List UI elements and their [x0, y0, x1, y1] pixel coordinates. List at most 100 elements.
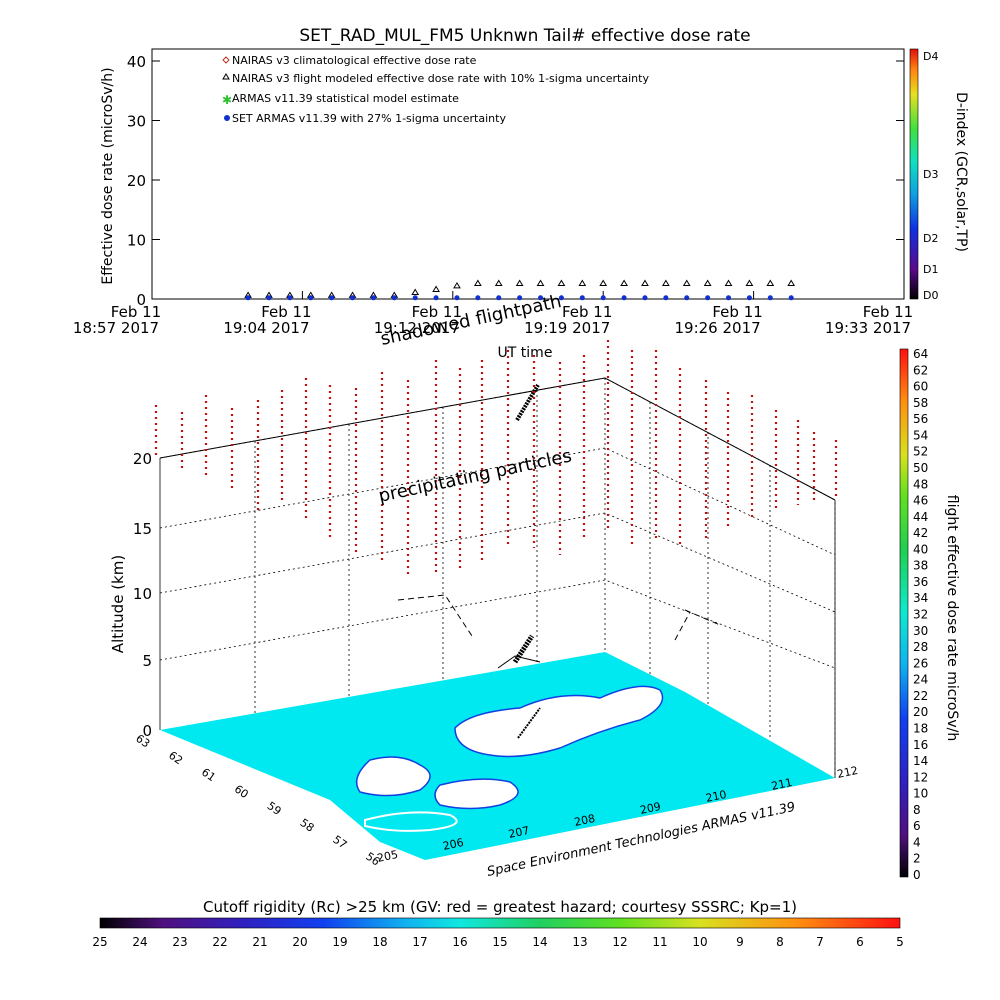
cutoff-rigidity-colorbar: Cutoff rigidity (Rc) >25 km (GV: red = g… [92, 898, 903, 949]
y-tick-label: 30 [127, 113, 146, 131]
y-tick-label: 40 [127, 53, 146, 71]
data-point-nairas-flight [536, 279, 545, 287]
dose-rate-label: 42 [913, 526, 928, 540]
flightpath-projection [397, 594, 473, 637]
dose-rate-label: 36 [913, 575, 928, 589]
longitude-tick-label: 205 [376, 848, 399, 865]
x-tick-label: 19:26 2017 [675, 319, 761, 337]
data-point-nairas-flight [745, 279, 754, 287]
d-index-label: D3 [923, 168, 938, 181]
d-index-labels: D0 D1 D2 D3 D4 [923, 50, 938, 302]
legend-label: ARMAS v11.39 statistical model estimate [232, 92, 459, 105]
ground-flight-track [517, 707, 541, 739]
cutoff-rigidity-label: 18 [372, 935, 387, 949]
y-tick-label: 10 [127, 232, 146, 250]
cutoff-rigidity-label: 8 [776, 935, 784, 949]
legend-entry-armas-statistical: ✱ ARMAS v11.39 statistical model estimat… [222, 92, 459, 107]
data-point-set-armas [517, 295, 523, 301]
dose-rate-label: 28 [913, 640, 928, 654]
x-tick-label: Feb 11 [712, 303, 762, 321]
cutoff-rigidity-label: 19 [332, 935, 347, 949]
cutoff-rigidity-label: 12 [612, 935, 627, 949]
data-point-nairas-flight [661, 279, 670, 287]
flightpath-projection [674, 609, 721, 641]
data-point-nairas-flight [766, 279, 775, 287]
dose-rate-labels: 0246810121416182022242628303234363840424… [913, 347, 928, 882]
flight-track-low [512, 634, 535, 664]
data-point-set-armas [475, 295, 481, 301]
data-point-set-armas [579, 295, 585, 301]
data-point-set-armas [746, 295, 752, 301]
data-point-nairas-flight [453, 281, 461, 289]
dose-rate-label: 44 [913, 510, 928, 524]
cutoff-rigidity-label: 15 [492, 935, 507, 949]
star-marker-icon: ✱ [222, 93, 232, 107]
x-tick-label: Feb 11 [562, 303, 612, 321]
dose-rate-label: 24 [913, 673, 928, 687]
longitude-tick-label: 206 [442, 836, 465, 853]
three-d-chart: shadowed flightpath precipitating partic… [92, 291, 960, 949]
data-point-set-armas [350, 295, 356, 301]
top-x-axis-label: UT time [498, 345, 553, 361]
y-tick-label: 0 [136, 291, 146, 309]
data-point-set-armas [412, 295, 418, 301]
top-chart: SET_RAD_MUL_FM5 Unknwn Tail# effective d… [73, 26, 969, 361]
latitude-tick-label: 62 [166, 749, 185, 768]
cutoff-rigidity-title: Cutoff rigidity (Rc) >25 km (GV: red = g… [203, 898, 797, 916]
dose-rate-label: 58 [913, 396, 928, 410]
data-point-set-armas [287, 295, 293, 301]
y-tick-label: 20 [127, 172, 146, 190]
dose-rate-colorbar-title: flight effective dose rate microSv/h [944, 495, 960, 741]
dose-rate-label: 0 [913, 868, 921, 882]
data-point-set-armas [642, 295, 648, 301]
data-point-set-armas [726, 295, 732, 301]
latitude-tick-label: 58 [298, 816, 317, 835]
dose-rate-label: 14 [913, 754, 928, 768]
dose-rate-label: 52 [913, 445, 928, 459]
dose-rate-colorbar: 0246810121416182022242628303234363840424… [899, 347, 960, 882]
dose-rate-label: 50 [913, 461, 928, 475]
dose-rate-colorbar-fill [899, 348, 909, 878]
dose-rate-label: 30 [913, 624, 928, 638]
land-region [454, 685, 664, 758]
data-point-set-armas [308, 295, 314, 301]
dose-rate-label: 10 [913, 787, 928, 801]
cutoff-rigidity-label: 24 [132, 935, 147, 949]
data-point-nairas-flight [473, 279, 482, 287]
back-wall-grid [159, 377, 836, 778]
data-point-nairas-flight [494, 279, 503, 287]
data-point-set-armas [684, 295, 690, 301]
x-tick-label: 19:19 2017 [524, 319, 610, 337]
dose-rate-label: 34 [913, 591, 928, 605]
data-point-nairas-flight [787, 279, 796, 287]
x-tick-label: 19:04 2017 [223, 319, 309, 337]
d-index-colorbar-title: D-index (GCR,solar,TP) [953, 92, 969, 252]
circle-marker-icon [224, 115, 230, 121]
d-index-label: D1 [923, 263, 938, 276]
data-point-set-armas [705, 295, 711, 301]
dose-rate-label: 22 [913, 689, 928, 703]
x-tick-label: Feb 11 [412, 303, 462, 321]
legend-entry-nairas-climatological: NAIRAS v3 climatological effective dose … [222, 54, 477, 67]
data-point-set-armas [496, 295, 502, 301]
latitude-tick-label: 61 [199, 766, 218, 785]
longitude-tick-label: 209 [639, 800, 662, 817]
legend-entry-nairas-flight: NAIRAS v3 flight modeled effective dose … [222, 72, 649, 85]
data-point-set-armas [433, 295, 439, 301]
longitude-tick-label: 207 [507, 824, 530, 841]
series-nairas-flight-markers [244, 279, 796, 298]
data-point-set-armas [454, 295, 460, 301]
latitude-tick-label: 59 [265, 799, 284, 818]
data-point-set-armas [538, 295, 544, 301]
data-point-nairas-flight [432, 285, 440, 292]
altitude-tick-label: 15 [133, 520, 152, 538]
data-point-set-armas [788, 295, 794, 301]
cutoff-rigidity-label: 20 [292, 935, 307, 949]
dose-rate-label: 20 [913, 705, 928, 719]
triangle-marker-icon [222, 73, 230, 80]
island-region [364, 811, 458, 832]
altitude-tick-label: 0 [142, 722, 152, 740]
top-y-axis-label: Effective dose rate (microSv/h) [100, 67, 116, 284]
diamond-marker-icon [222, 56, 230, 64]
land-region [434, 778, 519, 810]
